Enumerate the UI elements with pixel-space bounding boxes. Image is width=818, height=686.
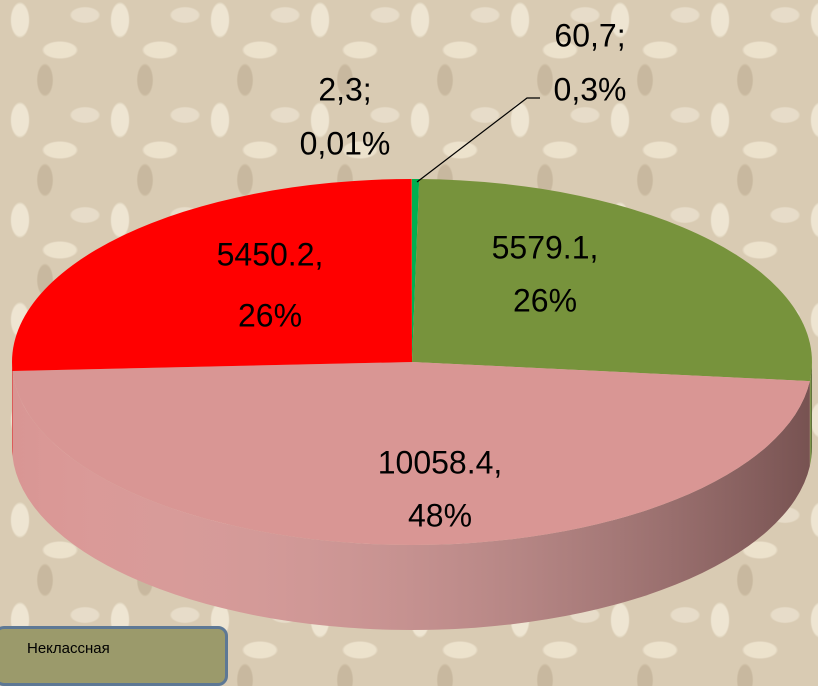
data-label: 0,3% xyxy=(554,71,627,107)
data-label: 10058.4, xyxy=(378,444,503,480)
pie-tops xyxy=(12,179,812,545)
pie-slice xyxy=(12,179,412,371)
page: {"chart_data": {"type": "pie", "values":… xyxy=(0,0,818,654)
data-label: 60,7; xyxy=(554,17,625,53)
pie-slice xyxy=(412,179,812,381)
legend-entry: Неклассная xyxy=(27,640,110,657)
data-label: 48% xyxy=(408,497,472,533)
data-label: 5579.1, xyxy=(492,229,599,265)
data-label: 5450.2, xyxy=(217,236,324,272)
data-label: 0,01% xyxy=(300,125,391,161)
data-label: 26% xyxy=(513,282,577,318)
leader-line xyxy=(417,98,540,182)
chart: 60,7; 0,3% 5579.1, 26% 10058.4, 48% 5450.2, 26%… xyxy=(0,0,818,654)
data-label: 26% xyxy=(238,297,302,333)
legend: Неклассная xyxy=(0,626,228,686)
data-label: 2,3; xyxy=(318,71,371,107)
